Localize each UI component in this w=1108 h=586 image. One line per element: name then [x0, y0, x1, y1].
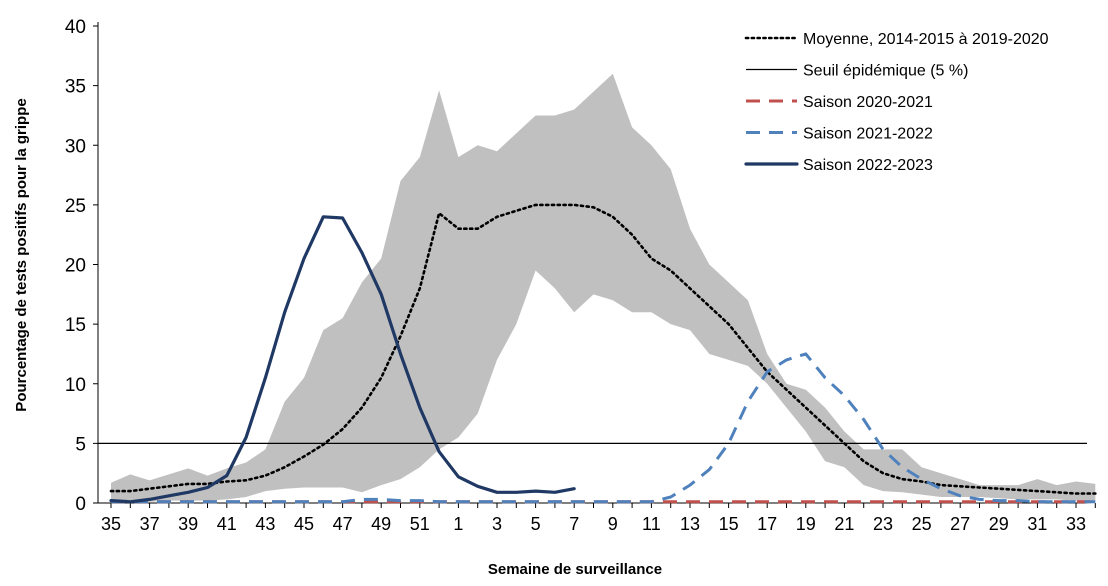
y-tick-label: 10 — [65, 375, 86, 396]
x-tick-label: 51 — [410, 514, 430, 534]
x-tick-label: 7 — [569, 514, 579, 534]
x-tick-label: 15 — [719, 514, 739, 534]
x-tick-label: 35 — [101, 514, 121, 534]
legend-label-4: Saison 2022-2023 — [803, 157, 933, 174]
x-tick-label: 23 — [873, 514, 893, 534]
x-tick-label: 25 — [912, 514, 932, 534]
x-tick-label: 3 — [492, 514, 502, 534]
legend-label-0: Moyenne, 2014-2015 à 2019-2020 — [803, 31, 1049, 48]
y-axis-label: Pourcentage de tests positifs pour la gr… — [13, 98, 30, 411]
x-tick-label: 13 — [680, 514, 700, 534]
x-tick-label: 19 — [796, 514, 816, 534]
range-band — [111, 73, 1096, 502]
x-axis-label: Semaine de surveillance — [488, 561, 662, 578]
x-tick-label: 39 — [178, 514, 198, 534]
x-tick-label: 29 — [989, 514, 1009, 534]
y-tick-label: 40 — [65, 17, 86, 38]
x-tick-label: 11 — [642, 514, 661, 534]
series-line-3 — [111, 352, 1096, 504]
series-line-4 — [109, 215, 576, 504]
x-tick-label: 21 — [834, 514, 854, 534]
band-layer — [111, 73, 1096, 502]
x-tick-label: 47 — [333, 514, 353, 534]
x-tick-label: 37 — [140, 514, 160, 534]
y-tick-label: 25 — [65, 196, 86, 217]
y-tick-label: 15 — [65, 315, 86, 336]
y-tick-label: 5 — [75, 434, 86, 455]
x-tick-label: 33 — [1066, 514, 1086, 534]
y-tick-label: 20 — [65, 256, 86, 277]
x-tick-label: 41 — [217, 514, 237, 534]
legend-label-2: Saison 2020-2021 — [803, 94, 933, 111]
x-tick-label: 9 — [608, 514, 618, 534]
x-tick-label: 45 — [294, 514, 314, 534]
legend-label-3: Saison 2021-2022 — [803, 126, 933, 143]
y-tick-label: 35 — [65, 77, 86, 98]
x-tick-label: 31 — [1027, 514, 1047, 534]
x-tick-label: 5 — [531, 514, 541, 534]
series-layer — [98, 203, 1097, 504]
x-tick-label: 17 — [757, 514, 777, 534]
x-tick-label: 1 — [453, 514, 463, 534]
y-tick-label: 30 — [65, 136, 86, 157]
x-tick-label: 49 — [371, 514, 391, 534]
y-tick-label: 0 — [75, 494, 86, 515]
x-tick-label: 43 — [255, 514, 275, 534]
legend: Moyenne, 2014-2015 à 2019-2020 Seuil épid… — [744, 31, 1049, 174]
x-tick-label: 27 — [950, 514, 970, 534]
legend-label-1: Seuil épidémique (5 %) — [803, 63, 968, 80]
